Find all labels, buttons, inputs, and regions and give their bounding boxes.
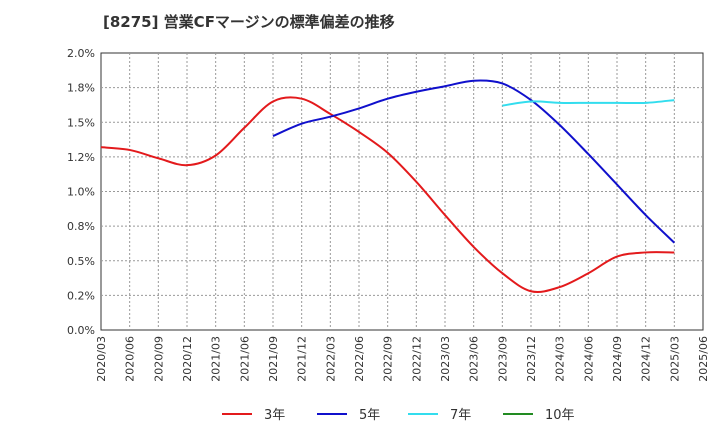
series-line-3 bbox=[502, 99, 675, 107]
y-tick-label: 1.8% bbox=[67, 82, 95, 95]
series-line-1 bbox=[100, 96, 675, 293]
x-tick-label: 2024/06 bbox=[582, 336, 595, 382]
x-tick-label: 2022/03 bbox=[324, 336, 337, 382]
x-axis: 2020/03 2020/06 2020/09 2020/12 2021/03 2021/… bbox=[95, 336, 710, 382]
x-tick-label: 2024/12 bbox=[640, 336, 653, 382]
x-tick-label: 2021/12 bbox=[296, 336, 309, 382]
legend-label: 5年 bbox=[359, 408, 380, 423]
x-tick-label: 2022/06 bbox=[353, 336, 366, 382]
x-tick-label: 2025/06 bbox=[697, 336, 710, 382]
x-tick-label: 2023/03 bbox=[439, 336, 452, 382]
y-tick-label: 0.2% bbox=[67, 289, 95, 302]
x-tick-label: 2021/03 bbox=[210, 336, 223, 382]
x-tick-label: 2024/03 bbox=[554, 336, 567, 382]
x-tick-label: 2022/12 bbox=[410, 336, 423, 382]
x-tick-label: 2020/06 bbox=[124, 336, 137, 382]
chart-title: [8275] 営業CFマージンの標準偏差の推移 bbox=[103, 13, 395, 31]
series-lines bbox=[100, 79, 676, 293]
legend-label: 7年 bbox=[450, 408, 471, 423]
y-tick-label: 1.0% bbox=[67, 186, 95, 199]
y-tick-label: 0.8% bbox=[67, 220, 95, 233]
y-tick-label: 2.0% bbox=[67, 47, 95, 60]
x-tick-label: 2025/03 bbox=[668, 336, 681, 382]
y-tick-label: 1.2% bbox=[67, 151, 95, 164]
y-tick-label: 0.0% bbox=[67, 324, 95, 337]
y-tick-label: 1.5% bbox=[67, 116, 95, 129]
series-line-2 bbox=[272, 79, 676, 244]
y-tick-label: 0.5% bbox=[67, 255, 95, 268]
legend-label: 3年 bbox=[264, 408, 285, 423]
x-tick-label: 2020/09 bbox=[152, 336, 165, 382]
x-tick-label: 2020/03 bbox=[95, 336, 108, 382]
x-tick-label: 2022/09 bbox=[382, 336, 395, 382]
gridlines bbox=[101, 53, 703, 330]
legend: 3年 5年 7年 10年 bbox=[222, 408, 575, 423]
x-tick-label: 2023/06 bbox=[468, 336, 481, 382]
y-axis: 0.0% 0.2% 0.5% 0.8% 1.0% 1.2% 1.5% 1.8% 2.0% bbox=[67, 47, 95, 337]
x-tick-label: 2020/12 bbox=[181, 336, 194, 382]
x-tick-label: 2024/09 bbox=[611, 336, 624, 382]
x-tick-label: 2021/06 bbox=[238, 336, 251, 382]
x-tick-label: 2021/09 bbox=[267, 336, 280, 382]
x-tick-label: 2023/09 bbox=[496, 336, 509, 382]
legend-label: 10年 bbox=[545, 408, 575, 423]
x-tick-label: 2023/12 bbox=[525, 336, 538, 382]
